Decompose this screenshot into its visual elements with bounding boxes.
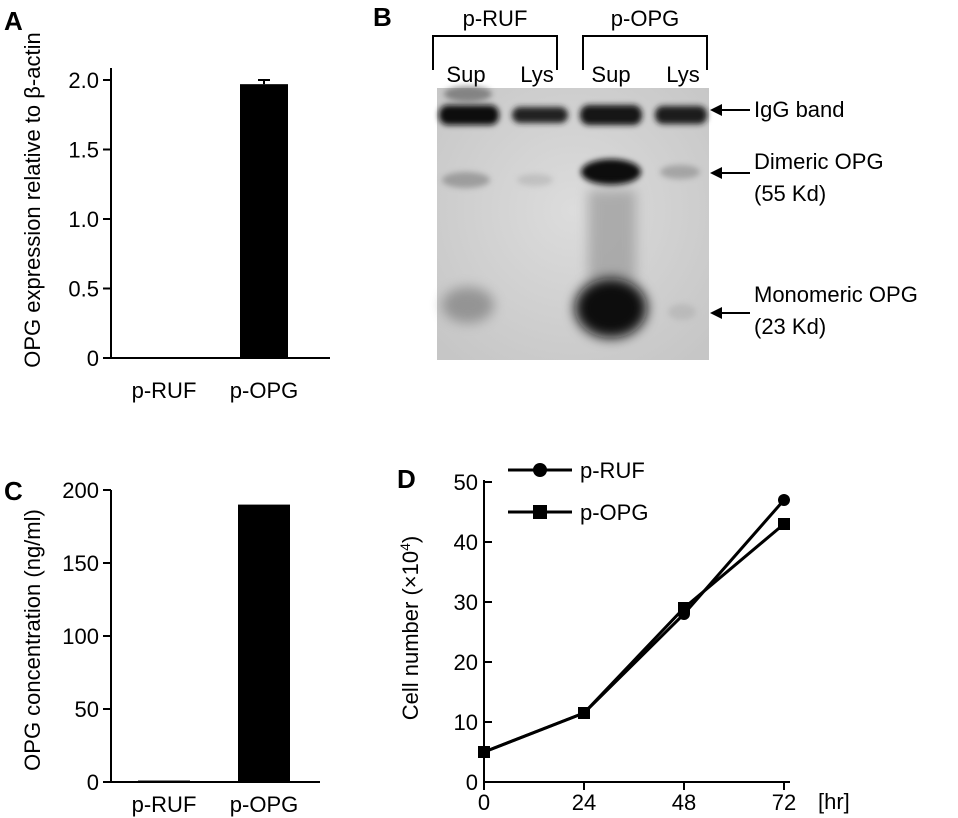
panel-b-western-blot: p-RUF p-OPG Sup Lys Sup Lys [432, 6, 918, 360]
band-label-monomeric-size: (23 Kd) [754, 314, 826, 339]
y-tick-label: 100 [62, 624, 99, 649]
y-tick-label: 10 [454, 710, 478, 735]
blot-group-label-p-ruf: p-RUF [463, 6, 528, 31]
data-point-p-opg [478, 746, 490, 758]
panel-letter-c: C [4, 476, 23, 506]
panel-c-ylabel: OPG concentration (ng/ml) [20, 509, 45, 771]
blot-lane-label: Sup [446, 62, 485, 87]
blot-bracket-p-opg [582, 35, 708, 70]
data-point-p-opg [778, 518, 790, 530]
panel-d-xunit: [hr] [818, 789, 850, 814]
x-category-label: p-RUF [132, 378, 197, 403]
bar-p-opg [238, 504, 290, 782]
series-line-p-ruf [483, 499, 786, 754]
x-category-label: p-OPG [230, 792, 298, 817]
x-tick-label: 24 [572, 790, 596, 815]
y-tick-label: 30 [454, 590, 478, 615]
bar-p-ruf [140, 358, 188, 359]
band-label-monomeric: Monomeric OPG [754, 282, 918, 307]
panel-letter-a: A [4, 6, 23, 36]
x-category-label: p-RUF [132, 792, 197, 817]
x-category-label: p-OPG [230, 378, 298, 403]
y-tick-label: 40 [454, 530, 478, 555]
blot-group-label-p-opg: p-OPG [611, 6, 679, 31]
data-point-p-opg [578, 707, 590, 719]
data-point-p-opg [678, 602, 690, 614]
y-tick-label: 0 [87, 770, 99, 795]
y-tick-label: 2.0 [68, 68, 99, 93]
blot-lane-label: Lys [666, 62, 699, 87]
blot-gel-image [437, 86, 709, 360]
y-tick-label: 200 [62, 478, 99, 503]
y-tick-label: 20 [454, 650, 478, 675]
y-tick-label: 0 [466, 770, 478, 795]
blot-lane-label: Sup [591, 62, 630, 87]
y-tick-label: 50 [454, 470, 478, 495]
band-label-igg: IgG band [754, 97, 845, 122]
blot-arrow-igg [710, 104, 750, 116]
panel-d-chart: Cell number (×104) 0 10 20 30 40 50 0 24 48 72 [… [397, 458, 850, 815]
x-tick-label: 72 [772, 790, 796, 815]
legend-marker [533, 463, 547, 477]
legend-label: p-OPG [580, 500, 648, 525]
panel-letter-b: B [373, 2, 392, 32]
panel-letter-d: D [397, 464, 416, 494]
blot-lane-label: Lys [520, 62, 553, 87]
band-label-dimeric: Dimeric OPG [754, 149, 884, 174]
band-label-dimeric-size: (55 Kd) [754, 181, 826, 206]
legend-marker [533, 505, 547, 519]
y-tick-label: 0 [87, 346, 99, 371]
panel-a-ylabel: OPG expression relative to β-actin [20, 32, 45, 367]
blot-arrow-monomeric [710, 307, 750, 319]
y-tick-label: 1.5 [68, 138, 99, 163]
series-line-p-opg [483, 522, 785, 754]
bar-p-opg [240, 84, 288, 359]
panel-c-chart: OPG concentration (ng/ml) 0 50 100 150 200 p… [20, 478, 320, 817]
y-tick-label: 0.5 [68, 277, 99, 302]
panel-d-ylabel: Cell number (×104) [397, 536, 423, 721]
panel-a-chart: OPG expression relative to β-actin 0 0.5 1… [20, 32, 330, 403]
y-tick-label: 150 [62, 551, 99, 576]
bar-p-ruf [138, 780, 190, 782]
legend-label: p-RUF [580, 458, 645, 483]
x-tick-label: 0 [478, 790, 490, 815]
y-tick-label: 50 [75, 697, 99, 722]
blot-arrow-dimeric [710, 167, 750, 179]
y-tick-label: 1.0 [68, 207, 99, 232]
blot-bracket-p-ruf [432, 35, 558, 70]
data-point-p-ruf [778, 494, 790, 506]
x-tick-label: 48 [672, 790, 696, 815]
